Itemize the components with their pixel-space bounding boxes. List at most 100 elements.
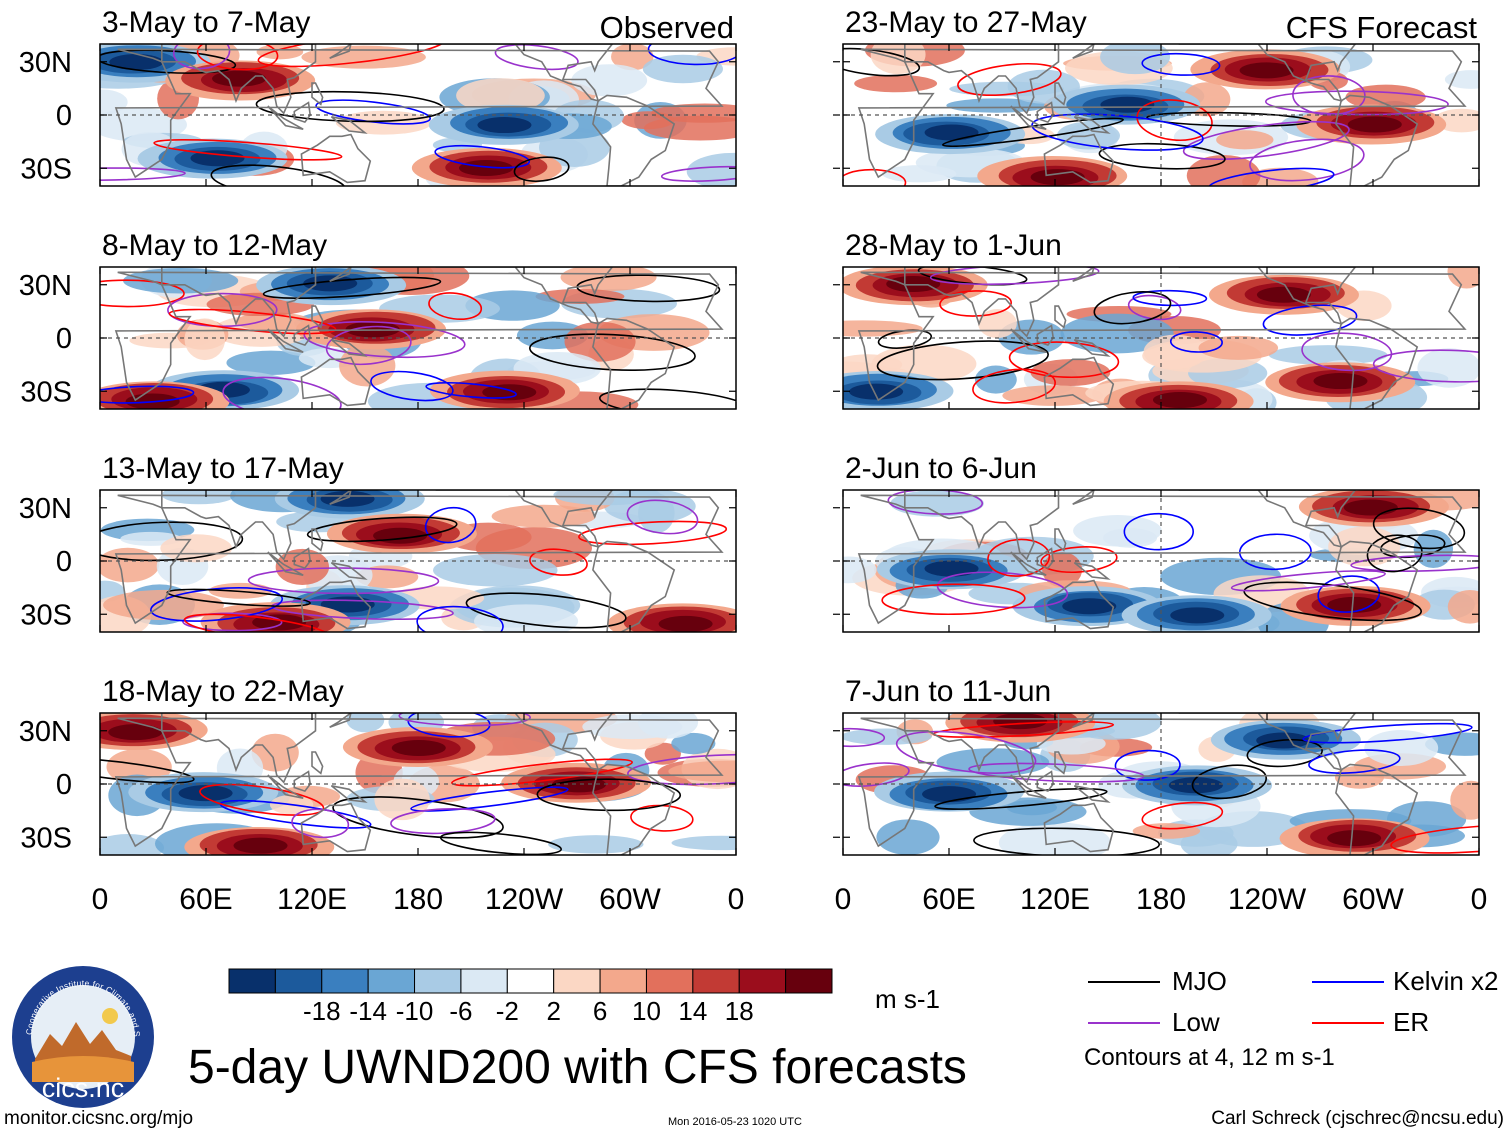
coastline bbox=[903, 490, 1060, 561]
wind-anomaly-blob bbox=[936, 748, 1050, 777]
contour-line bbox=[536, 778, 682, 812]
legend-er-label: ER bbox=[1393, 1007, 1430, 1037]
footer-author: Carl Schreck (cjschrec@ncsu.edu) bbox=[1211, 1108, 1504, 1129]
contour-line bbox=[150, 587, 284, 622]
y-tick-label: 30N bbox=[19, 47, 72, 79]
feature-2-level-4 bbox=[1313, 373, 1368, 390]
coastline bbox=[267, 551, 304, 576]
feature-5-level-4 bbox=[190, 150, 245, 167]
wind-anomaly-blob bbox=[1100, 44, 1171, 75]
wind-anomaly-blob bbox=[643, 115, 736, 141]
contour-line bbox=[370, 370, 454, 402]
feature-4-level-4 bbox=[482, 384, 537, 401]
x-tick-label: 120W bbox=[1228, 883, 1307, 916]
feature-2-level-4 bbox=[1327, 830, 1382, 847]
panel-5: 23-May to 27-May CFS Forecast bbox=[833, 6, 1480, 187]
coastline bbox=[293, 547, 312, 570]
contour-line bbox=[929, 267, 1100, 286]
panel-title: 3-May to 7-May bbox=[102, 6, 310, 39]
wind-anomaly-blob bbox=[346, 713, 385, 733]
wind-anomaly-blob bbox=[1006, 799, 1058, 816]
contour-line bbox=[1366, 534, 1423, 573]
contour-line bbox=[332, 796, 504, 839]
panel-title: 18-May to 22-May bbox=[102, 675, 344, 708]
feature-5-level-4 bbox=[178, 785, 233, 802]
wind-anomaly-blob bbox=[671, 732, 716, 755]
contour-line bbox=[1308, 749, 1401, 774]
x-tick-label: 0 bbox=[1471, 883, 1488, 916]
wind-anomaly-blob bbox=[638, 493, 675, 534]
coastline bbox=[293, 770, 312, 793]
wind-anomaly-blob bbox=[1216, 130, 1274, 150]
feature-5-level-4 bbox=[1168, 777, 1223, 794]
wind-anomaly-blob bbox=[100, 89, 128, 115]
coastline bbox=[329, 490, 352, 505]
wind-anomaly-blob bbox=[1447, 589, 1479, 624]
coastline bbox=[161, 267, 317, 338]
coastline bbox=[300, 802, 372, 853]
coastline bbox=[857, 494, 1467, 625]
contour-line bbox=[398, 713, 531, 727]
contour-line bbox=[626, 499, 699, 535]
coastline bbox=[1043, 579, 1115, 630]
panel-title: 7-Jun to 11-Jun bbox=[845, 675, 1051, 708]
feature-3-level-4 bbox=[1062, 598, 1117, 615]
wind-anomaly-blob bbox=[638, 713, 699, 739]
coastline bbox=[1054, 528, 1067, 552]
contour-line bbox=[390, 808, 496, 835]
x-tick-label: 0 bbox=[728, 883, 745, 916]
legend-mjo-label: MJO bbox=[1172, 966, 1227, 996]
wind-anomaly-blob bbox=[1450, 780, 1479, 820]
contour-line bbox=[465, 592, 627, 629]
contour-line bbox=[1302, 722, 1473, 744]
colorbar-swatch bbox=[460, 968, 508, 994]
contour-line bbox=[166, 588, 311, 607]
contour-line bbox=[416, 605, 504, 632]
feature-3-level-4 bbox=[849, 383, 904, 400]
coastline bbox=[329, 44, 352, 59]
contour-line bbox=[410, 786, 569, 812]
legend-kelvin-label: Kelvin x2 bbox=[1393, 966, 1499, 996]
contour-note: Contours at 4, 12 m s-1 bbox=[1084, 1044, 1335, 1071]
contour-line bbox=[303, 321, 466, 359]
y-tick-label: 30S bbox=[20, 376, 72, 408]
wind-anomaly-blob bbox=[1103, 528, 1158, 548]
feature-2-level-4 bbox=[212, 70, 267, 87]
wind-anomaly-blob bbox=[374, 778, 430, 821]
coastline bbox=[592, 540, 676, 632]
feature-4-level-4 bbox=[1152, 391, 1207, 408]
coastline bbox=[1036, 547, 1055, 570]
x-tick-label: 60E bbox=[922, 883, 975, 916]
coastline bbox=[435, 490, 614, 548]
contour-line bbox=[973, 827, 1161, 855]
contour-line bbox=[1182, 120, 1350, 161]
wind-anomaly-blob bbox=[571, 64, 648, 97]
coastline bbox=[1073, 339, 1111, 357]
wind-anomaly-blob bbox=[161, 490, 236, 505]
contour-line bbox=[1040, 546, 1118, 574]
coastline bbox=[903, 713, 1060, 784]
wind-anomaly-blob bbox=[1334, 765, 1384, 789]
contour-line bbox=[424, 506, 477, 544]
wind-anomaly-blob bbox=[854, 74, 938, 93]
coastline bbox=[1072, 713, 1095, 728]
coastline bbox=[1335, 94, 1419, 186]
feature-1-level-4 bbox=[1327, 596, 1382, 613]
cicsnc-logo: Cooperative Institute for Climate and Sa… bbox=[10, 964, 154, 1108]
feature-4-level-4 bbox=[1170, 607, 1225, 624]
coastline bbox=[1335, 317, 1419, 409]
coastline bbox=[114, 494, 724, 625]
contour-line bbox=[843, 727, 886, 748]
contour-line bbox=[529, 333, 696, 371]
panel-title: 8-May to 12-May bbox=[102, 229, 327, 262]
coastline bbox=[330, 339, 368, 357]
contour-line bbox=[247, 567, 440, 595]
contour-line bbox=[1350, 554, 1479, 572]
wind-anomaly-blob bbox=[184, 318, 226, 361]
contour-line bbox=[934, 788, 1108, 810]
wind-anomaly-blob bbox=[1198, 335, 1279, 360]
coastline bbox=[1072, 44, 1095, 59]
wind-anomaly-blob bbox=[1444, 70, 1479, 89]
colorbar-swatch bbox=[414, 968, 462, 994]
feature-1-level-4 bbox=[1256, 286, 1311, 303]
